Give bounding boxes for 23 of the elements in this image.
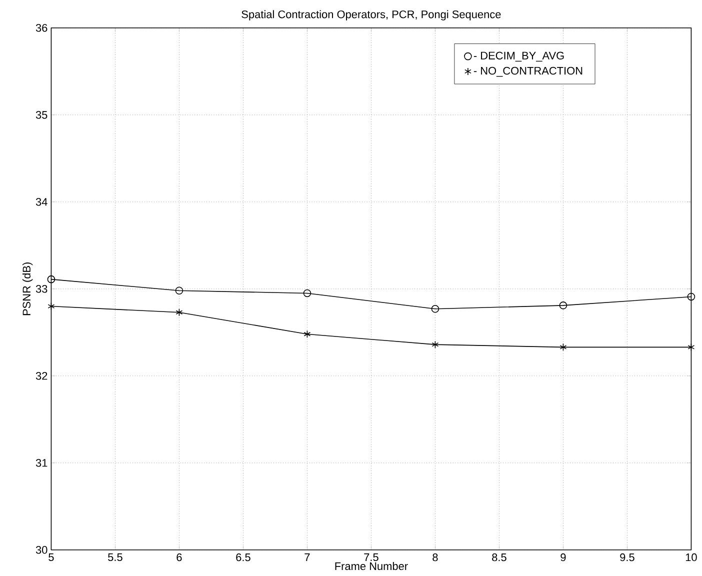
x-tick-label: 6.5 [236, 553, 250, 562]
legend-label: - DECIM_BY_AVG [474, 52, 564, 62]
x-tick-label: 5.5 [108, 553, 122, 562]
y-axis-title: PSNR (dB) [22, 262, 33, 316]
x-tick-label: 7 [304, 553, 310, 561]
x-axis-title: Frame Number [335, 562, 408, 570]
x-tick-label: 7.5 [364, 553, 378, 562]
x-tick-label: 9 [560, 553, 566, 562]
x-tick-label: 6 [176, 553, 182, 562]
y-tick-label: 36 [36, 24, 48, 32]
y-tick-label: 31 [36, 459, 48, 467]
x-tick-label: 9.5 [620, 553, 634, 562]
y-tick-label: 32 [36, 372, 48, 380]
legend-label: - NO_CONTRACTION [474, 66, 582, 77]
chart-title: Spatial Contraction Operators, PCR, Pongi Sequence [242, 10, 501, 20]
y-tick-label: 35 [36, 111, 48, 119]
x-tick-label: 8.5 [492, 553, 506, 562]
y-tick-label: 33 [36, 285, 48, 293]
x-tick-label: 8 [432, 553, 438, 562]
y-tick-label: 34 [36, 198, 48, 206]
y-tick-label: 30 [36, 546, 48, 554]
x-tick-label: 10 [686, 553, 697, 562]
x-tick-label: 5 [48, 553, 54, 562]
